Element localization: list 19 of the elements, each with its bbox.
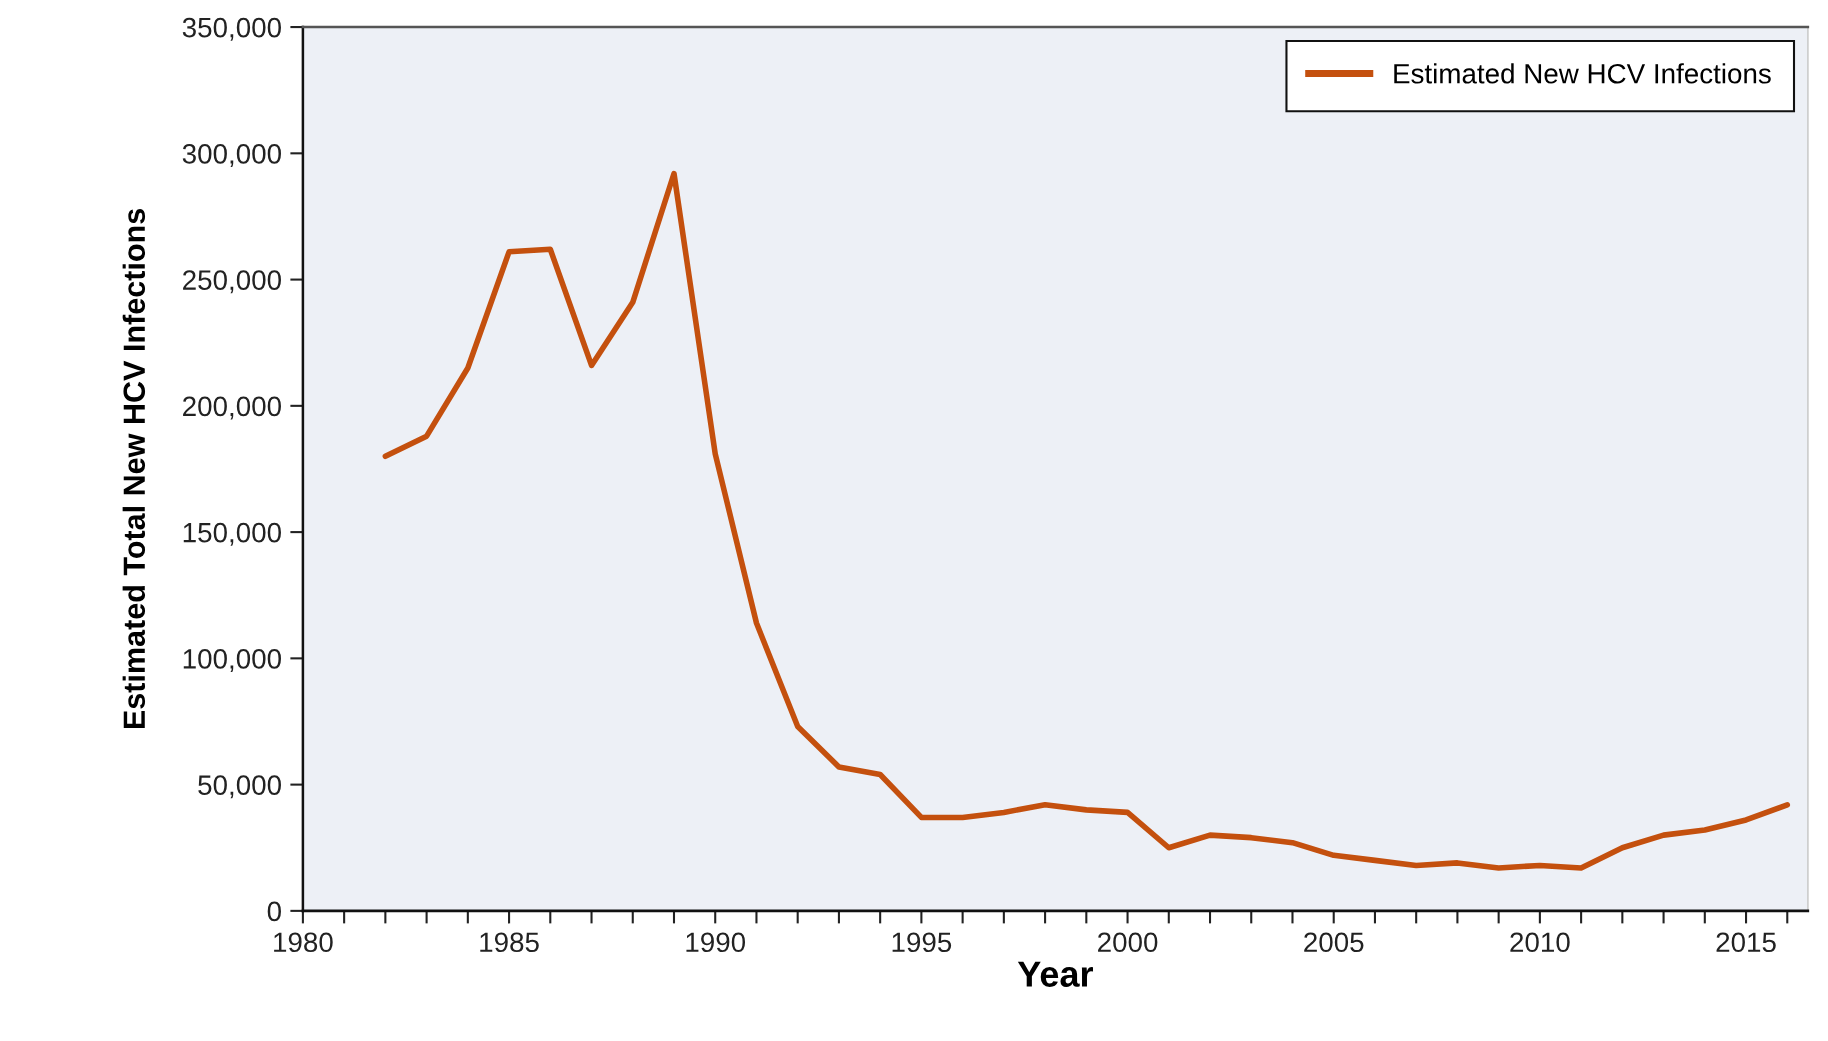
x-tick-label: 2005 <box>1304 932 1364 953</box>
y-tick-label: 50,000 <box>198 775 281 799</box>
y-tick-label: 100,000 <box>183 649 281 672</box>
y-tick-label: 350,000 <box>182 17 281 41</box>
x-tick-label: 1995 <box>892 932 952 953</box>
y-tick-label: 250,000 <box>183 270 281 294</box>
y-tick-label: 150,000 <box>183 522 281 546</box>
x-tick-label: 2015 <box>1716 932 1776 953</box>
y-tick-label: 200,000 <box>183 396 281 420</box>
x-axis-title: Year <box>1017 961 1094 987</box>
y-tick-label: 300,000 <box>182 143 281 167</box>
x-tick-label: 1990 <box>686 932 746 953</box>
y-axis-title: Estimated Total New HCV Infections <box>122 209 146 729</box>
x-tick-label: 2010 <box>1510 932 1570 953</box>
x-tick-label: 1980 <box>274 932 333 953</box>
x-tick-label: 1985 <box>480 932 539 953</box>
y-tick-label: 0 <box>267 901 281 922</box>
x-tick-label: 2000 <box>1098 932 1158 953</box>
legend-label: Estimated New HCV Infections <box>1394 63 1771 84</box>
